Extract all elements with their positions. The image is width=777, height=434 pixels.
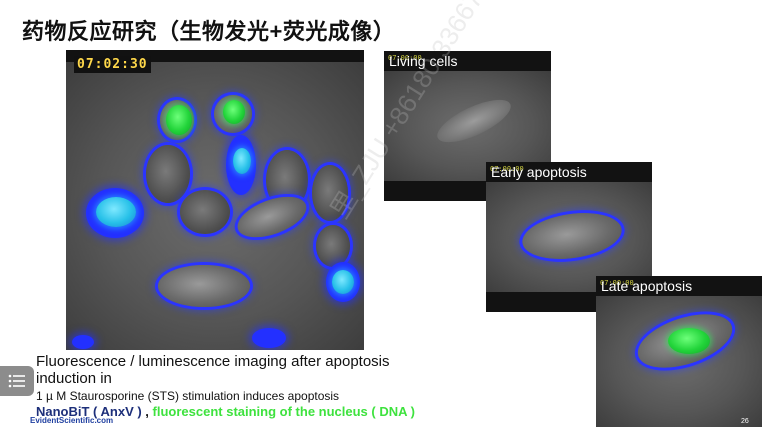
list-menu-icon <box>8 374 25 388</box>
cyan-nucleus <box>96 197 136 227</box>
cyan-nucleus <box>233 148 251 174</box>
late-apoptosis-panel: 07:00:00 Late apoptosis <box>596 276 762 427</box>
cell <box>146 145 190 203</box>
cell <box>158 265 250 307</box>
green-nucleus <box>223 100 245 124</box>
apoptotic-cell <box>72 335 94 349</box>
late-apoptosis-label: Late apoptosis <box>601 278 693 294</box>
brand-url: EvidentScientific.com <box>30 416 114 425</box>
cyan-nucleus <box>332 270 354 294</box>
panel-timestamp: 07:00:00 <box>600 279 634 287</box>
main-timestamp: 07:02:30 <box>74 56 151 73</box>
panel-top-bar <box>596 276 762 296</box>
panel-top-bar <box>486 162 652 182</box>
slide-title: 药物反应研究（生物发光+荧光成像） <box>22 19 396 44</box>
cell <box>180 190 230 234</box>
caption: Fluorescence / luminescence imaging afte… <box>36 353 436 420</box>
apoptotic-cell <box>252 328 286 348</box>
cell <box>316 225 350 267</box>
green-nucleus <box>166 105 192 135</box>
caption-line-2: 1 µ M Staurosporine (STS) stimulation in… <box>36 389 340 403</box>
list-menu-button[interactable] <box>0 366 34 396</box>
nanobit-label: NanoBiT ( AnxV ) <box>36 404 142 419</box>
nucleus-stain-label: fluorescent staining of the nucleus ( DN… <box>152 404 415 419</box>
caption-line-3: NanoBiT ( AnxV ) , fluorescent staining … <box>36 404 436 420</box>
early-apoptosis-panel: 07:00:00 Early apoptosis <box>486 162 652 312</box>
early-apoptosis-label: Early apoptosis <box>491 164 587 180</box>
page-number: 26 <box>741 418 749 425</box>
panel-timestamp: 07:00:00 <box>388 54 422 62</box>
living-cells-label: Living cells <box>389 53 458 69</box>
panel-top-bar <box>384 51 551 71</box>
caption-line-1: Fluorescence / luminescence imaging afte… <box>36 353 390 387</box>
cell <box>312 165 348 221</box>
caption-separator: , <box>141 404 153 419</box>
living-cells-panel: 07:00:00 Living cells <box>384 51 551 201</box>
green-nucleus <box>668 328 710 354</box>
main-microscopy-image: 07:02:30 <box>66 50 364 350</box>
panel-timestamp: 07:00:00 <box>490 165 524 173</box>
